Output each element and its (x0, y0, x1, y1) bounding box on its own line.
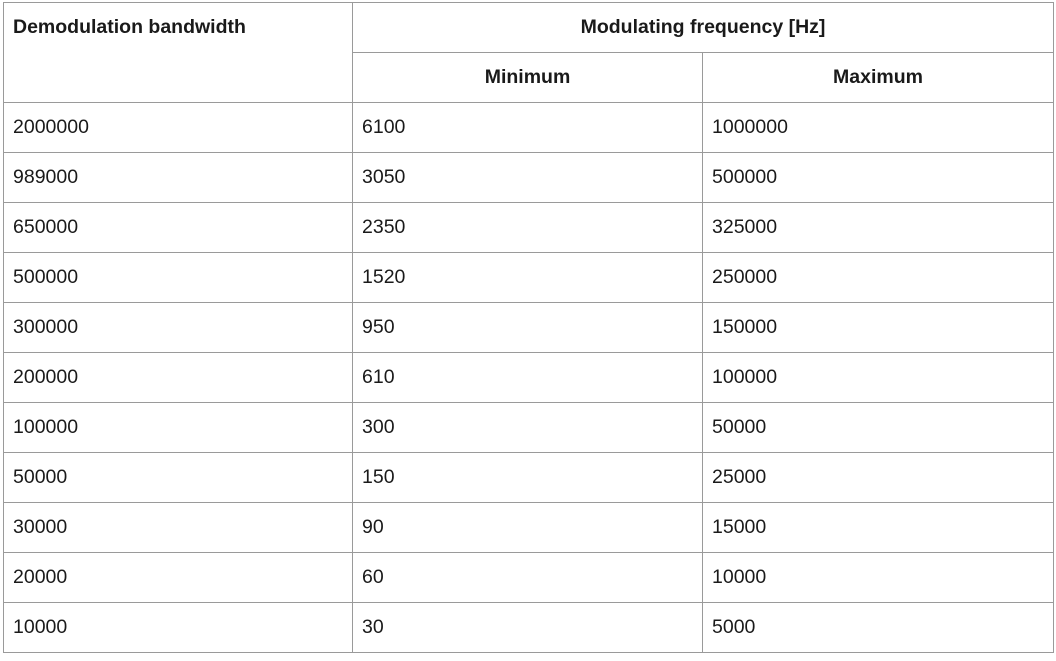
table-body: 2000000 6100 1000000 989000 3050 500000 650000… (3, 102, 1055, 653)
header-minimum: Minimum (352, 52, 703, 103)
table-row: 650000 2350 325000 (3, 202, 1055, 253)
cell-minimum: 150 (352, 452, 703, 503)
cell-demodulation-bandwidth: 30000 (3, 502, 353, 553)
cell-maximum: 325000 (701, 202, 1055, 253)
cell-demodulation-bandwidth: 100000 (3, 402, 353, 453)
cell-demodulation-bandwidth: 300000 (3, 302, 353, 353)
table-row: 100000 300 50000 (3, 402, 1055, 453)
cell-maximum: 5000 (701, 602, 1055, 653)
cell-minimum: 90 (352, 502, 703, 553)
cell-maximum: 100000 (701, 352, 1055, 403)
table-row: 30000 90 15000 (3, 502, 1055, 553)
cell-maximum: 150000 (701, 302, 1055, 353)
table-row: 300000 950 150000 (3, 302, 1055, 353)
table-row: 50000 150 25000 (3, 452, 1055, 503)
cell-maximum: 500000 (701, 152, 1055, 203)
cell-demodulation-bandwidth: 2000000 (3, 102, 353, 153)
table-row: 200000 610 100000 (3, 352, 1055, 403)
cell-demodulation-bandwidth: 200000 (3, 352, 353, 403)
header-row: Demodulation bandwidth Modulating freque… (3, 2, 1055, 103)
cell-minimum: 60 (352, 552, 703, 603)
header-modulating-frequency: Modulating frequency [Hz] (351, 2, 1055, 53)
cell-demodulation-bandwidth: 20000 (3, 552, 353, 603)
cell-minimum: 2350 (352, 202, 703, 253)
table-row: 2000000 6100 1000000 (3, 102, 1055, 153)
cell-demodulation-bandwidth: 50000 (3, 452, 353, 503)
cell-maximum: 1000000 (701, 102, 1055, 153)
cell-minimum: 1520 (352, 252, 703, 303)
table-header: Demodulation bandwidth Modulating freque… (3, 2, 1055, 103)
cell-maximum: 250000 (701, 252, 1055, 303)
header-demodulation-bandwidth: Demodulation bandwidth (3, 2, 353, 103)
cell-minimum: 6100 (352, 102, 703, 153)
cell-minimum: 610 (352, 352, 703, 403)
bandwidth-table: Demodulation bandwidth Modulating freque… (3, 2, 1055, 653)
cell-demodulation-bandwidth: 10000 (3, 602, 353, 653)
cell-maximum: 10000 (701, 552, 1055, 603)
table-row: 10000 30 5000 (3, 602, 1055, 653)
cell-minimum: 950 (352, 302, 703, 353)
subheader-row: Minimum Maximum (4, 52, 1055, 103)
cell-demodulation-bandwidth: 650000 (3, 202, 353, 253)
table-row: 20000 60 10000 (3, 552, 1055, 603)
cell-minimum: 300 (352, 402, 703, 453)
cell-demodulation-bandwidth: 989000 (3, 152, 353, 203)
cell-minimum: 3050 (352, 152, 703, 203)
table-row: 500000 1520 250000 (3, 252, 1055, 303)
cell-maximum: 15000 (701, 502, 1055, 553)
cell-maximum: 50000 (701, 402, 1055, 453)
header-maximum: Maximum (701, 52, 1055, 103)
cell-demodulation-bandwidth: 500000 (3, 252, 353, 303)
cell-minimum: 30 (352, 602, 703, 653)
table-row: 989000 3050 500000 (3, 152, 1055, 203)
cell-maximum: 25000 (701, 452, 1055, 503)
